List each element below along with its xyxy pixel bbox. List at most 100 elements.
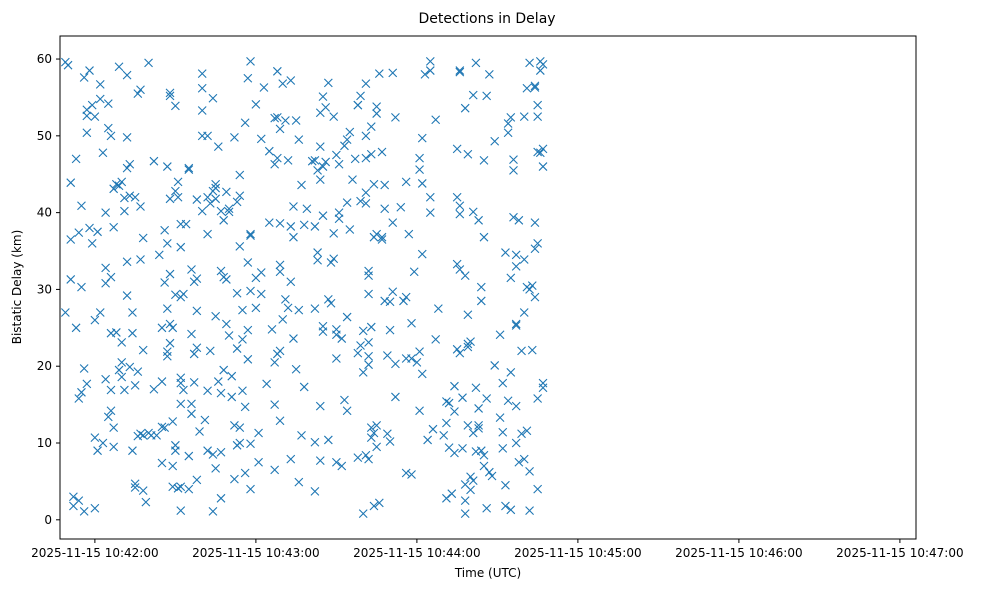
data-point (509, 212, 518, 222)
data-point (170, 446, 180, 456)
data-point (503, 128, 513, 138)
data-point (165, 91, 175, 101)
data-point (272, 66, 282, 76)
data-point (130, 479, 140, 489)
data-point (399, 296, 408, 306)
data-point (235, 423, 245, 433)
data-point (431, 334, 441, 344)
data-point (332, 150, 341, 160)
data-point (66, 235, 76, 244)
data-point (162, 347, 172, 357)
data-point (366, 433, 376, 443)
data-point (345, 127, 355, 137)
data-point (71, 323, 81, 333)
data-point (128, 446, 137, 456)
data-point (517, 429, 526, 439)
data-point (176, 482, 186, 492)
data-point (192, 274, 202, 284)
data-point (109, 184, 119, 194)
data-point (251, 303, 261, 313)
data-point (519, 255, 529, 264)
data-point (138, 486, 148, 496)
data-point (511, 250, 521, 260)
data-point (490, 136, 500, 146)
data-point (181, 219, 191, 229)
data-point (361, 79, 371, 89)
data-point (93, 446, 102, 456)
data-point (211, 463, 221, 473)
data-point (165, 269, 175, 279)
data-point (409, 267, 419, 277)
data-point (98, 438, 108, 448)
data-point (173, 177, 183, 187)
data-point (315, 401, 325, 411)
data-point (275, 267, 285, 277)
data-point (321, 103, 331, 112)
data-point (211, 311, 221, 321)
data-point (117, 357, 127, 367)
data-point (160, 278, 170, 287)
x-tick-label: 2025-11-15 10:42:00 (31, 546, 158, 560)
data-point (511, 401, 521, 411)
data-point (538, 383, 548, 393)
data-point (272, 113, 282, 122)
data-point (364, 271, 373, 280)
data-point (262, 379, 272, 389)
data-point (232, 288, 242, 298)
data-point (415, 153, 424, 163)
data-point (450, 448, 459, 458)
data-point (323, 295, 333, 304)
data-point (334, 208, 344, 218)
data-point (219, 365, 229, 375)
data-point (385, 297, 395, 307)
data-point (176, 506, 186, 515)
data-point (382, 351, 392, 360)
y-tick-label: 20 (37, 359, 52, 373)
data-point (468, 90, 478, 100)
data-point (278, 314, 288, 324)
data-point (391, 359, 400, 369)
data-point (90, 315, 100, 325)
data-point (530, 292, 540, 302)
data-point (275, 260, 285, 270)
scatter-points (60, 56, 548, 519)
data-point (313, 255, 322, 265)
data-point (315, 456, 325, 466)
data-point (60, 308, 70, 317)
data-point (356, 341, 365, 350)
data-point (95, 94, 105, 104)
data-point (256, 289, 266, 299)
data-point (219, 215, 229, 225)
data-point (157, 422, 167, 432)
data-point (415, 347, 424, 357)
data-point (337, 461, 347, 471)
data-point (366, 322, 376, 332)
data-point (455, 348, 465, 358)
data-point (289, 232, 298, 242)
data-point (114, 365, 124, 375)
data-point (299, 382, 309, 392)
data-point (450, 381, 459, 391)
data-point (495, 413, 505, 423)
data-point (221, 187, 231, 197)
data-point (240, 402, 250, 412)
data-point (329, 254, 339, 264)
data-point (452, 344, 462, 354)
data-point (211, 183, 221, 193)
data-point (286, 76, 296, 85)
data-point (460, 103, 470, 113)
data-point (154, 250, 164, 260)
data-point (377, 235, 387, 244)
data-point (170, 290, 180, 300)
data-point (272, 153, 282, 163)
x-tick-label: 2025-11-15 10:47:00 (836, 546, 963, 560)
data-point (364, 338, 373, 347)
data-point (310, 437, 320, 447)
data-point (482, 503, 492, 513)
data-point (125, 159, 135, 169)
data-point (136, 255, 145, 264)
data-point (530, 83, 540, 92)
data-point (342, 198, 352, 208)
y-axis: 0 10 20 30 40 50 60 (37, 52, 60, 527)
data-point (332, 330, 341, 340)
